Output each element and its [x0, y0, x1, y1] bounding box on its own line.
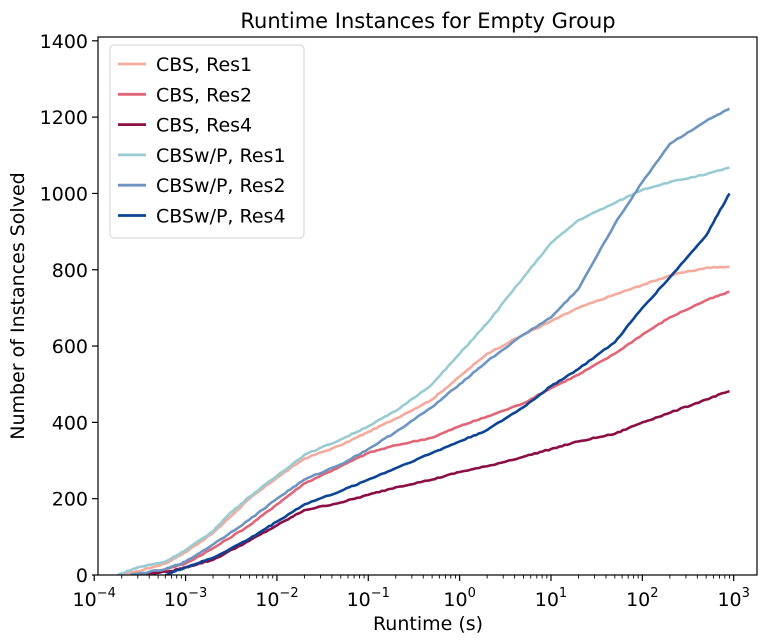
y-axis-label: Number of Instances Solved	[7, 172, 29, 439]
legend-entry: CBS, Res2	[156, 84, 252, 106]
y-tick-label: 0	[76, 565, 88, 587]
legend-entry: CBSw/P, Res2	[156, 175, 286, 197]
x-axis-label: Runtime (s)	[373, 613, 483, 635]
series-line-1	[117, 265, 730, 575]
x-tick-label: 102	[626, 586, 658, 611]
series-line-4	[117, 166, 730, 575]
y-tick-label: 400	[52, 412, 88, 434]
legend-entry: CBS, Res4	[156, 115, 252, 137]
x-tick-label: 10−3	[164, 586, 207, 611]
chart-title: Runtime Instances for Empty Group	[240, 9, 615, 33]
y-tick-label: 800	[52, 260, 88, 282]
x-tick-label: 101	[535, 586, 567, 611]
x-tick-label: 100	[443, 586, 475, 611]
x-tick-label: 10−4	[73, 586, 116, 611]
axes: 0 200 400 600 800 1000 1200 1400 10−4 10−3 10−2 10−…	[40, 31, 758, 611]
x-tick-label: 103	[717, 586, 749, 611]
series-line-5	[130, 107, 731, 575]
legend-entry: CBSw/P, Res1	[156, 145, 286, 167]
y-tick-label: 1200	[40, 107, 88, 129]
series-line-6	[165, 192, 731, 575]
y-tick-label: 1400	[40, 31, 88, 53]
x-tick-label: 10−1	[347, 586, 390, 611]
legend-box	[109, 44, 305, 239]
legend-entry: CBSw/P, Res4	[156, 206, 286, 228]
series-line-2	[130, 290, 730, 575]
plot-area	[117, 107, 731, 575]
y-tick-label: 200	[52, 489, 88, 511]
y-tick-label: 1000	[40, 183, 88, 205]
plot-frame	[97, 36, 758, 576]
series-line-3	[130, 389, 730, 575]
legend-entry: CBS, Res1	[156, 54, 252, 76]
y-tick-label: 600	[52, 336, 88, 358]
legend: CBS, Res1 CBS, Res2 CBS, Res4 CBSw/P, Res1 C…	[109, 44, 305, 239]
x-tick-label: 10−2	[255, 586, 298, 611]
